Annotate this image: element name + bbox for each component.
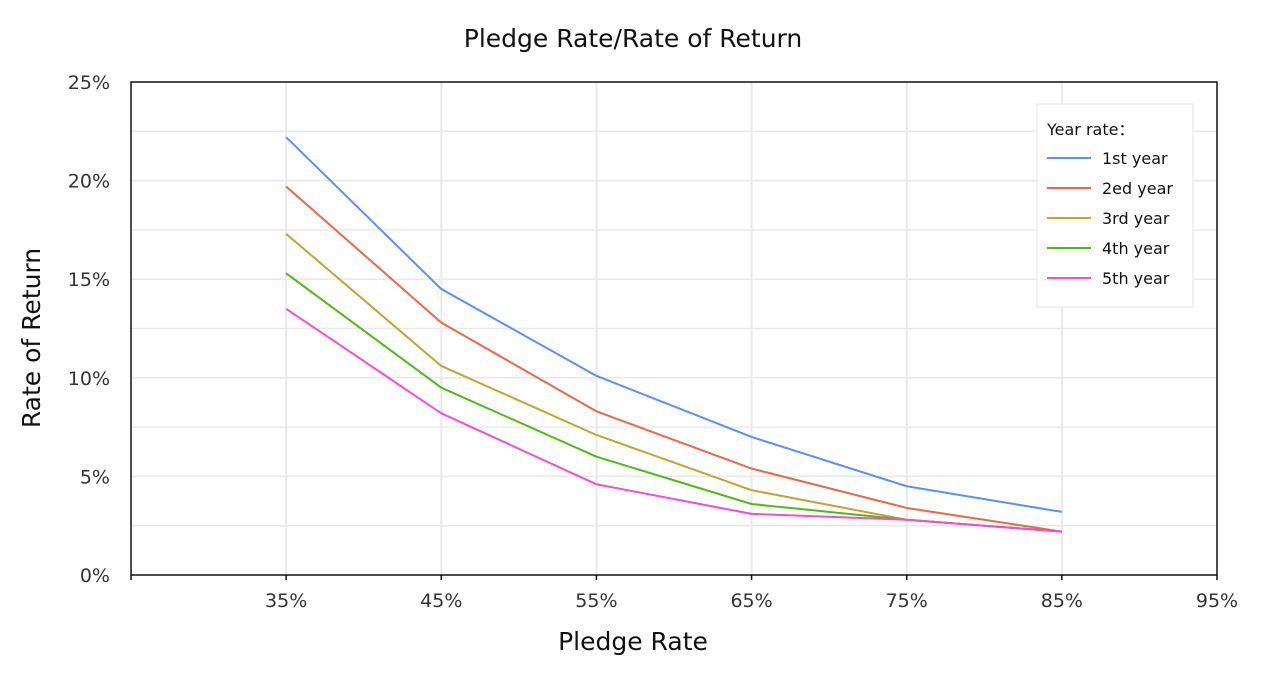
series-line-1	[285, 136, 1063, 513]
chart-title: Pledge Rate/Rate of Return	[464, 24, 803, 53]
legend-entry: 5th year	[1102, 269, 1170, 288]
y-tick-label: 15%	[68, 269, 110, 291]
plot-frame	[130, 81, 1218, 576]
legend-entry: 2ed year	[1102, 179, 1173, 198]
y-tick-label: 0%	[80, 565, 110, 587]
x-tick-label: 35%	[265, 590, 307, 612]
x-tick-label: 85%	[1041, 590, 1083, 612]
legend-title: Year rate：	[1046, 120, 1134, 139]
y-tick-label: 10%	[68, 368, 110, 390]
x-tick-label: 45%	[420, 590, 462, 612]
x-axis-label: Pledge Rate	[558, 627, 708, 656]
y-tick-label: 25%	[68, 72, 110, 94]
ticks: 35% 45% 55% 65% 75% 85% 95% 0% 5% 10% 15% 20% 25%	[68, 72, 1238, 612]
x-tick-label: 65%	[730, 590, 772, 612]
x-tick-label: 75%	[886, 590, 928, 612]
series-lines	[285, 136, 1063, 533]
y-tick-label: 5%	[80, 466, 110, 488]
series-line-2	[285, 185, 1063, 533]
legend-box	[1036, 103, 1194, 308]
x-tick-label: 95%	[1196, 590, 1238, 612]
x-tick-label: 55%	[575, 590, 617, 612]
y-axis-label: Rate of Return	[17, 248, 46, 428]
legend-entry: 4th year	[1102, 239, 1170, 258]
series-line-5	[285, 307, 1062, 533]
legend-entry: 3rd year	[1102, 209, 1170, 228]
grid	[131, 82, 1217, 575]
legend-entry: 1st year	[1102, 149, 1168, 168]
legend-items: 1st year 2ed year 3rd year 4th year 5th year	[1047, 149, 1173, 288]
y-tick-label: 20%	[68, 171, 110, 193]
legend: Year rate： 1st year 2ed year 3rd year 4th y…	[1036, 103, 1194, 308]
